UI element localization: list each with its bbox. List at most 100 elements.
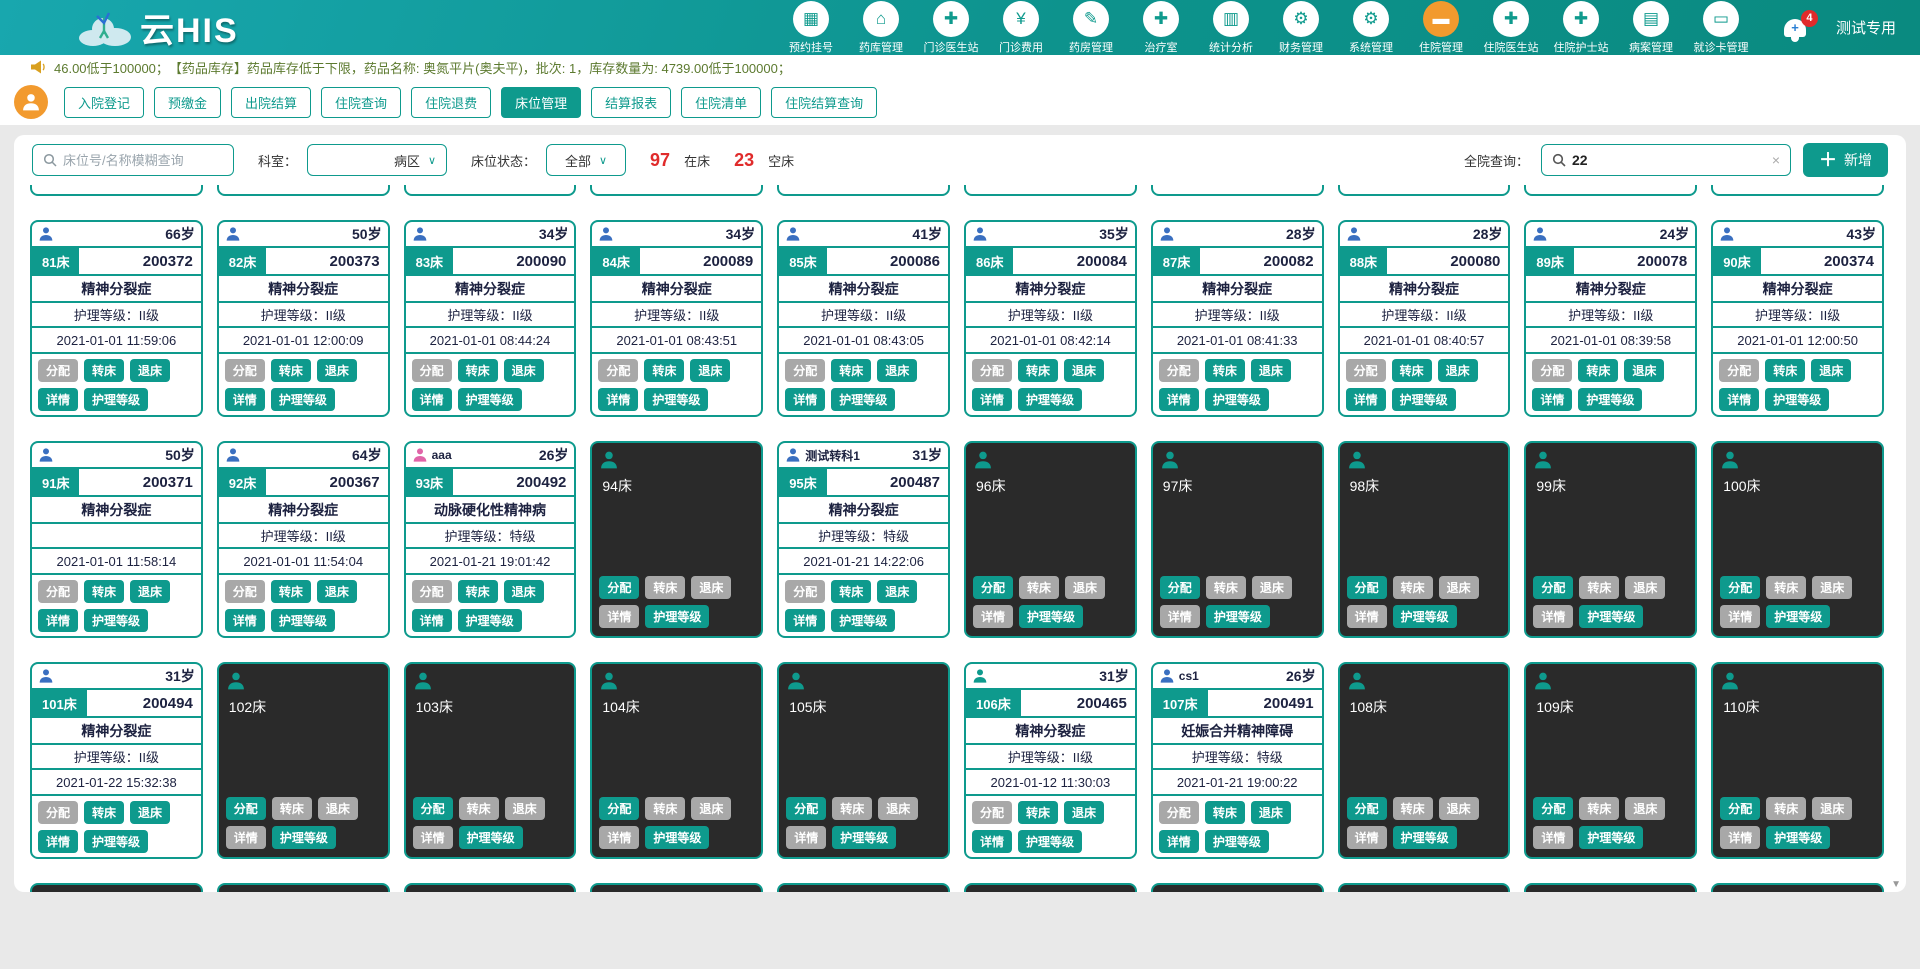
nursing-button[interactable]: 护理等级 [1019, 605, 1084, 628]
bed-status-select[interactable]: 全部 ∨ [546, 144, 627, 176]
nav-item-inpatient-doctor[interactable]: ✚ 住院医生站 [1482, 0, 1540, 55]
transfer-button[interactable]: 转床 [1204, 358, 1245, 382]
tab-inpatient-refund[interactable]: 住院退费 [411, 86, 492, 118]
transfer-button[interactable]: 转床 [1578, 358, 1619, 382]
assign-button[interactable]: 分配 [599, 576, 640, 599]
transfer-button[interactable]: 转床 [84, 358, 125, 382]
detail-button[interactable]: 详情 [1719, 387, 1760, 411]
assign-button[interactable]: 分配 [412, 797, 453, 820]
nav-item-medical-records[interactable]: ▤ 病案管理 [1622, 0, 1680, 55]
nursing-button[interactable]: 护理等级 [1392, 605, 1457, 628]
checkout-button[interactable]: 退床 [316, 579, 357, 603]
transfer-button[interactable]: 转床 [1765, 358, 1806, 382]
nav-item-system[interactable]: ⚙ 系统管理 [1342, 0, 1400, 55]
nav-item-outpatient-fee[interactable]: ¥ 门诊费用 [992, 0, 1050, 55]
nursing-button[interactable]: 护理等级 [1766, 826, 1831, 849]
checkout-button[interactable]: 退床 [877, 358, 918, 382]
nursing-button[interactable]: 护理等级 [1205, 605, 1270, 628]
detail-button[interactable]: 详情 [1345, 387, 1386, 411]
nursing-button[interactable]: 护理等级 [644, 387, 709, 411]
nursing-button[interactable]: 护理等级 [84, 608, 149, 632]
checkout-button[interactable]: 退床 [316, 358, 357, 382]
checkout-button[interactable]: 退床 [503, 579, 544, 603]
nursing-button[interactable]: 护理等级 [645, 826, 710, 849]
assign-button[interactable]: 分配 [599, 797, 640, 820]
checkout-button[interactable]: 退床 [1064, 800, 1105, 824]
nursing-button[interactable]: 护理等级 [1204, 387, 1269, 411]
detail-button[interactable]: 详情 [411, 608, 452, 632]
transfer-button[interactable]: 转床 [1018, 800, 1059, 824]
nursing-button[interactable]: 护理等级 [1579, 605, 1644, 628]
tab-settle-report[interactable]: 结算报表 [591, 86, 672, 118]
detail-button[interactable]: 详情 [598, 387, 639, 411]
nursing-button[interactable]: 护理等级 [831, 608, 896, 632]
detail-button[interactable]: 详情 [785, 387, 826, 411]
nav-item-inpatient-nurse[interactable]: ✚ 住院护士站 [1552, 0, 1610, 55]
transfer-button[interactable]: 转床 [831, 579, 872, 603]
transfer-button[interactable]: 转床 [84, 800, 125, 824]
nursing-button[interactable]: 护理等级 [84, 829, 149, 853]
department-select[interactable]: 病区 ∨ [307, 144, 448, 176]
nursing-button[interactable]: 护理等级 [1204, 829, 1269, 853]
transfer-button[interactable]: 转床 [1391, 358, 1432, 382]
checkout-button[interactable]: 退床 [690, 358, 731, 382]
assign-button[interactable]: 分配 [1346, 797, 1387, 820]
transfer-button[interactable]: 转床 [457, 358, 498, 382]
checkout-button[interactable]: 退床 [1250, 358, 1291, 382]
nursing-button[interactable]: 护理等级 [271, 826, 336, 849]
checkout-button[interactable]: 退床 [1811, 358, 1852, 382]
nursing-button[interactable]: 护理等级 [831, 387, 896, 411]
detail-button[interactable]: 详情 [785, 608, 826, 632]
nursing-button[interactable]: 护理等级 [270, 608, 335, 632]
tab-bed-management[interactable]: 床位管理 [501, 86, 582, 118]
nav-item-drug-storage[interactable]: ⌂ 药库管理 [852, 0, 910, 55]
nav-item-outpatient-doctor[interactable]: ✚ 门诊医生站 [922, 0, 980, 55]
assign-button[interactable]: 分配 [973, 576, 1014, 599]
transfer-button[interactable]: 转床 [1018, 358, 1059, 382]
nav-item-statistics[interactable]: ▥ 统计分析 [1202, 0, 1260, 55]
checkout-button[interactable]: 退床 [503, 358, 544, 382]
transfer-button[interactable]: 转床 [270, 579, 311, 603]
nursing-button[interactable]: 护理等级 [1766, 605, 1831, 628]
nursing-button[interactable]: 护理等级 [1018, 387, 1083, 411]
transfer-button[interactable]: 转床 [457, 579, 498, 603]
detail-button[interactable]: 详情 [38, 387, 79, 411]
nursing-button[interactable]: 护理等级 [1018, 829, 1083, 853]
checkout-button[interactable]: 退床 [1437, 358, 1478, 382]
transfer-button[interactable]: 转床 [84, 579, 125, 603]
nav-item-treatment-room[interactable]: ✚ 治疗室 [1132, 0, 1190, 55]
hospital-search-input[interactable] [1572, 152, 1766, 168]
transfer-button[interactable]: 转床 [644, 358, 685, 382]
transfer-button[interactable]: 转床 [270, 358, 311, 382]
nursing-button[interactable]: 护理等级 [457, 387, 522, 411]
detail-button[interactable]: 详情 [38, 829, 79, 853]
nursing-button[interactable]: 护理等级 [645, 605, 710, 628]
nursing-button[interactable]: 护理等级 [1579, 826, 1644, 849]
transfer-button[interactable]: 转床 [831, 358, 872, 382]
transfer-button[interactable]: 转床 [1204, 800, 1245, 824]
nav-item-pharmacy[interactable]: ✎ 药房管理 [1062, 0, 1120, 55]
nursing-button[interactable]: 护理等级 [1765, 387, 1830, 411]
nav-item-visit-card[interactable]: ▭ 就诊卡管理 [1692, 0, 1750, 55]
detail-button[interactable]: 详情 [972, 387, 1013, 411]
nursing-button[interactable]: 护理等级 [84, 387, 149, 411]
nursing-button[interactable]: 护理等级 [458, 826, 523, 849]
tab-discharge-settle[interactable]: 出院结算 [231, 86, 312, 118]
assign-button[interactable]: 分配 [1346, 576, 1387, 599]
detail-button[interactable]: 详情 [38, 608, 79, 632]
assign-button[interactable]: 分配 [225, 797, 266, 820]
tab-inpatient-query[interactable]: 住院查询 [321, 86, 402, 118]
detail-button[interactable]: 详情 [411, 387, 452, 411]
detail-button[interactable]: 详情 [1158, 387, 1199, 411]
detail-button[interactable]: 详情 [224, 387, 265, 411]
tab-prepay[interactable]: 预缴金 [154, 86, 222, 118]
nav-item-inpatient-management[interactable]: ▬ 住院管理 [1412, 0, 1470, 55]
nursing-button[interactable]: 护理等级 [457, 608, 522, 632]
assign-button[interactable]: 分配 [1720, 576, 1761, 599]
nursing-button[interactable]: 护理等级 [1392, 826, 1457, 849]
assign-button[interactable]: 分配 [1720, 797, 1761, 820]
detail-button[interactable]: 详情 [1532, 387, 1573, 411]
scroll-down-icon[interactable]: ▼ [1891, 879, 1901, 890]
add-bed-button[interactable]: ＋ 新增 [1803, 143, 1888, 177]
checkout-button[interactable]: 退床 [1624, 358, 1665, 382]
